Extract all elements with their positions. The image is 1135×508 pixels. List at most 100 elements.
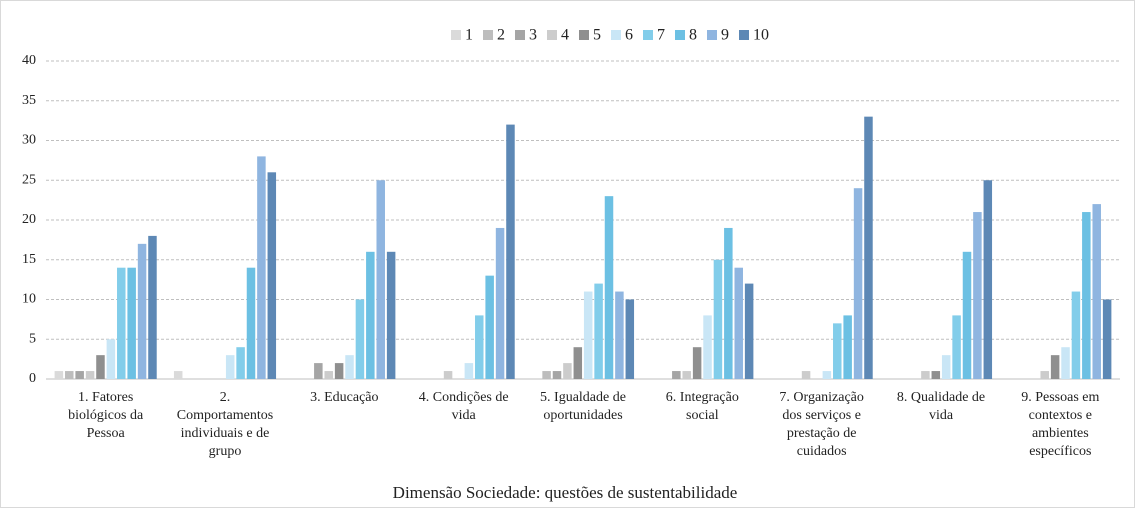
bar	[173, 371, 183, 379]
bar	[931, 371, 941, 379]
x-tick-label: 4. Condições de vida	[419, 390, 509, 423]
bar	[552, 371, 562, 379]
bar	[1040, 371, 1049, 379]
legend-swatch	[707, 30, 717, 40]
legend-swatch	[579, 30, 589, 40]
legend-swatch	[739, 30, 749, 40]
x-tick-label: 1. Fatores biológicos da Pessoa	[68, 390, 144, 441]
y-tick-label: 20	[22, 212, 36, 227]
bar	[355, 299, 365, 379]
bar	[703, 315, 712, 379]
bar	[843, 315, 852, 379]
bar	[833, 323, 842, 379]
bar	[148, 235, 157, 379]
bar	[822, 371, 832, 379]
bar	[366, 251, 375, 379]
legend-swatch	[483, 30, 493, 40]
bar	[692, 347, 702, 379]
x-tick-label: 9. Pessoas em contextos e ambientes específ…	[1021, 390, 1099, 459]
bar	[744, 283, 754, 379]
bar	[246, 267, 256, 379]
bar	[713, 259, 723, 379]
bar	[1102, 299, 1112, 379]
bar	[973, 212, 982, 379]
bar	[127, 267, 136, 379]
bar	[117, 267, 126, 379]
bar	[604, 196, 614, 379]
chart-title: Dimensão Sociedade: questões de sustenta…	[393, 483, 738, 502]
legend-swatch	[643, 30, 653, 40]
legend-label: 8	[689, 27, 697, 44]
bar	[962, 251, 972, 379]
bar	[583, 291, 593, 379]
legend-swatch	[547, 30, 557, 40]
legend-label: 7	[657, 27, 665, 44]
bar	[137, 243, 147, 379]
legend-label: 6	[625, 27, 633, 44]
legend-label: 4	[561, 27, 569, 44]
bar	[625, 299, 635, 379]
legend-label: 1	[465, 27, 473, 44]
bar	[225, 355, 235, 379]
legend-swatch	[451, 30, 461, 40]
y-tick-label: 5	[29, 331, 36, 346]
bar	[386, 251, 396, 379]
legend-label: 9	[721, 27, 729, 44]
bar	[96, 355, 105, 379]
bar	[801, 371, 811, 379]
bar	[573, 347, 583, 379]
legend-label: 3	[529, 27, 537, 44]
bar	[1092, 204, 1101, 379]
bar	[1071, 291, 1081, 379]
bar	[941, 355, 951, 379]
bar	[853, 188, 863, 379]
x-tick-label: 7. Organização dos serviços e prestação de…	[779, 390, 863, 459]
bar	[75, 371, 84, 379]
bar	[864, 116, 873, 380]
y-tick-label: 10	[22, 292, 36, 307]
bar	[921, 371, 930, 379]
bar	[724, 227, 733, 379]
bar	[376, 180, 385, 379]
x-tick-label: 8. Qualidade de vida	[897, 390, 985, 423]
bar	[267, 172, 277, 379]
bar	[1082, 212, 1091, 379]
legend-label: 10	[753, 27, 769, 44]
y-tick-label: 0	[29, 371, 36, 386]
y-tick-label: 35	[22, 93, 36, 108]
bar	[542, 371, 551, 379]
bar	[464, 363, 474, 379]
bar	[236, 347, 245, 379]
bar	[54, 371, 64, 379]
bar	[345, 355, 354, 379]
bar	[506, 124, 515, 379]
bar	[314, 363, 323, 379]
bar	[672, 371, 681, 379]
legend-swatch	[515, 30, 525, 40]
bar	[734, 267, 743, 379]
y-tick-label: 30	[22, 133, 36, 148]
bar	[106, 339, 116, 379]
bar	[495, 227, 505, 379]
y-tick-label: 40	[22, 53, 36, 68]
bar	[1050, 355, 1060, 379]
y-tick-label: 25	[22, 172, 36, 187]
bar	[594, 283, 603, 379]
x-tick-label: 6. Integração social	[666, 390, 739, 423]
y-tick-label: 15	[22, 252, 36, 267]
bar	[334, 363, 344, 379]
bar	[1061, 347, 1070, 379]
bar	[983, 180, 993, 379]
x-tick-label: 3. Educação	[310, 390, 378, 405]
legend-label: 2	[497, 27, 505, 44]
bar	[563, 363, 572, 379]
legend-swatch	[611, 30, 621, 40]
bar	[257, 156, 266, 379]
x-tick-label: 2. Comportamentos individuais e de grupo	[177, 390, 273, 459]
bar	[485, 275, 494, 379]
bar	[324, 371, 333, 379]
legend-swatch	[675, 30, 685, 40]
bar	[65, 371, 74, 379]
